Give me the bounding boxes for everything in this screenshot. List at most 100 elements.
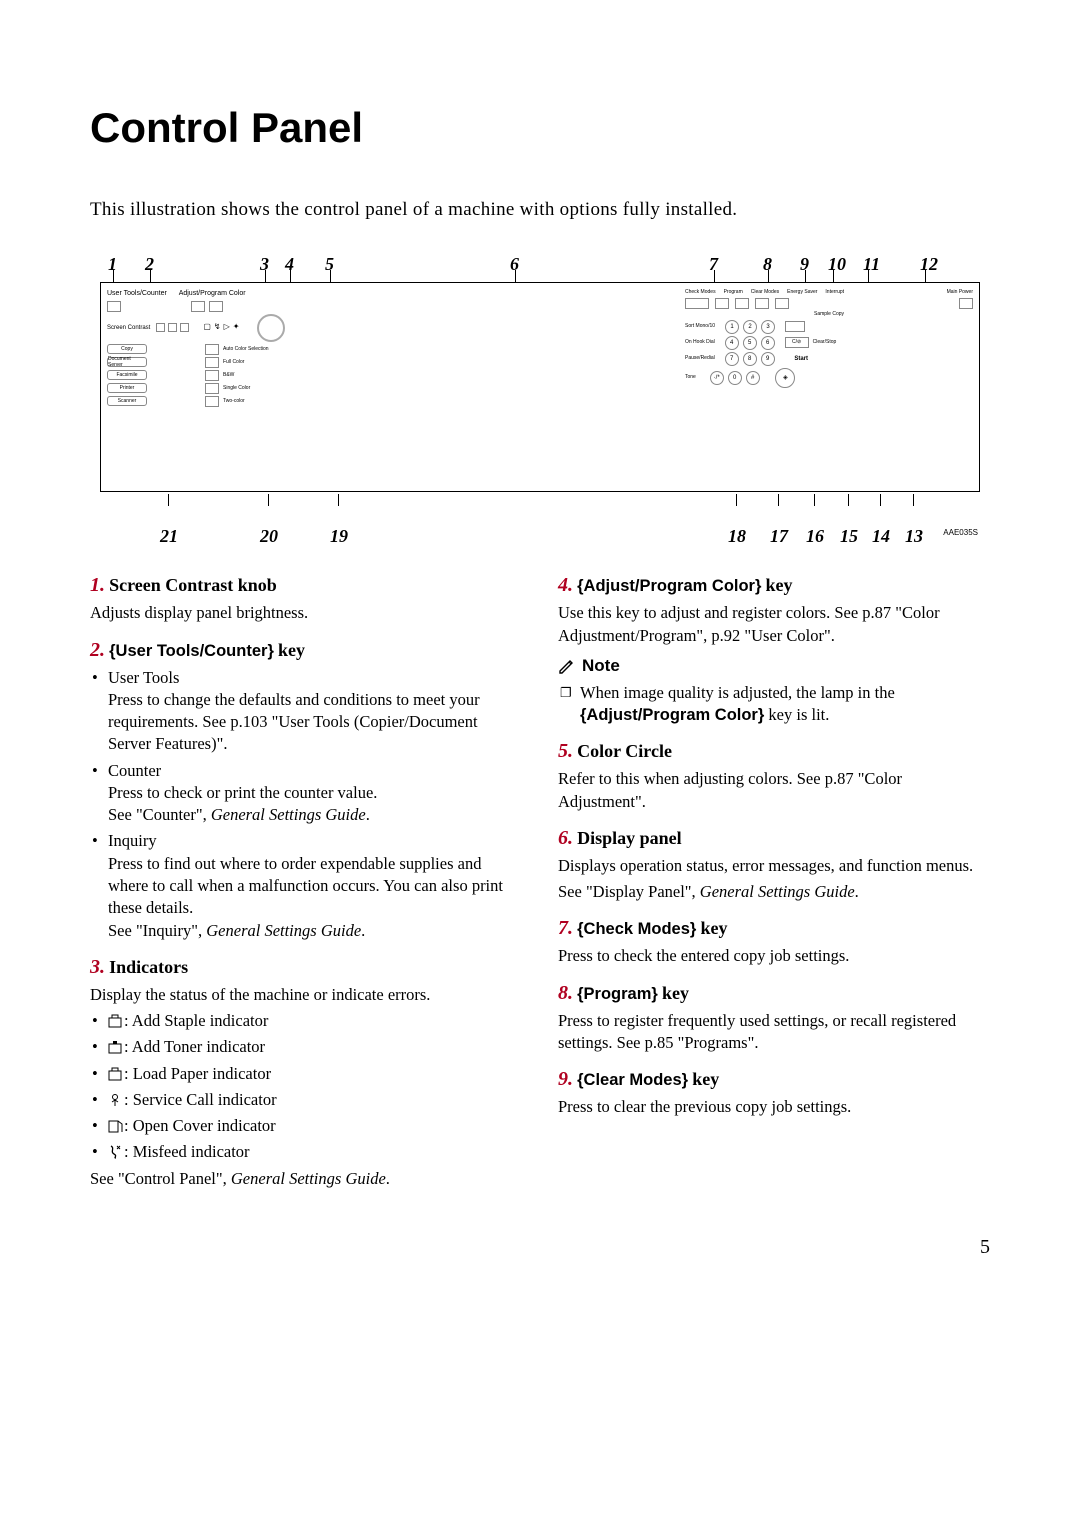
callout-number: 15 bbox=[840, 524, 858, 548]
diag-btn: Printer bbox=[107, 383, 147, 393]
item-number: 2. bbox=[90, 639, 105, 661]
key-hash: # bbox=[746, 371, 760, 385]
page-number: 5 bbox=[90, 1234, 990, 1261]
callout-number: 12 bbox=[920, 252, 938, 276]
left-column: 1. Screen Contrast knob Adjusts display … bbox=[90, 572, 522, 1194]
diag-btn bbox=[755, 298, 769, 309]
item-number: 9. bbox=[558, 1068, 573, 1090]
diag-btn bbox=[107, 301, 121, 312]
key-0: 0 bbox=[728, 371, 742, 385]
diag-label: Single Color bbox=[223, 385, 250, 392]
diag-label: Sort Mono/10 bbox=[685, 323, 715, 330]
item-suffix: key bbox=[692, 1069, 719, 1089]
body-text: Press to clear the previous copy job set… bbox=[558, 1096, 990, 1118]
diag-label: Full Color bbox=[223, 359, 244, 366]
diag-btn bbox=[191, 301, 205, 312]
diag-btn bbox=[735, 298, 749, 309]
add-toner-icon bbox=[108, 1040, 124, 1054]
diag-icon bbox=[168, 323, 177, 332]
add-staple-icon bbox=[108, 1014, 124, 1028]
diag-btn bbox=[775, 298, 789, 309]
callout-number: 21 bbox=[160, 524, 178, 548]
diag-label: Start bbox=[794, 355, 808, 363]
diag-label: On Hook Dial bbox=[685, 339, 715, 346]
item-title: Indicators bbox=[109, 957, 188, 977]
diag-icon: ✦ bbox=[233, 322, 240, 333]
diag-btn bbox=[785, 321, 805, 332]
diag-label: Pause/Redial bbox=[685, 355, 715, 362]
key-9: 9 bbox=[761, 352, 775, 366]
control-panel-diagram: 123456789101112 User Tools/Counter Adjus… bbox=[90, 252, 990, 542]
body-text: See "Display Panel", General Settings Gu… bbox=[558, 881, 990, 903]
list-item: : Service Call indicator bbox=[90, 1089, 522, 1111]
item-number: 6. bbox=[558, 827, 573, 849]
item-number: 8. bbox=[558, 982, 573, 1004]
key-1: 1 bbox=[725, 320, 739, 334]
diag-label: Tone bbox=[685, 374, 696, 381]
list-item: : Add Toner indicator bbox=[90, 1036, 522, 1058]
key-2: 2 bbox=[743, 320, 757, 334]
list-item: When image quality is adjusted, the lamp… bbox=[558, 682, 990, 727]
color-circle-icon bbox=[257, 314, 285, 342]
note-pencil-icon bbox=[558, 657, 576, 675]
misfeed-icon bbox=[108, 1145, 124, 1159]
body-text: Display the status of the machine or ind… bbox=[90, 984, 522, 1006]
callout-number: 11 bbox=[863, 252, 880, 276]
key-label: User Tools/Counter bbox=[116, 642, 268, 660]
item-number: 5. bbox=[558, 740, 573, 762]
item-suffix: key bbox=[662, 983, 689, 1003]
list-item: CounterPress to check or print the count… bbox=[90, 760, 522, 827]
diag-label: Sample Copy bbox=[814, 311, 844, 318]
diag-label: Main Power bbox=[947, 289, 973, 296]
list-item: InquiryPress to find out where to order … bbox=[90, 830, 522, 941]
page-title: Control Panel bbox=[90, 100, 990, 157]
callout-number: 14 bbox=[872, 524, 890, 548]
body-text: Displays operation status, error message… bbox=[558, 855, 990, 877]
item-number: 4. bbox=[558, 574, 573, 596]
clear-stop-btn: C/⊘ bbox=[785, 337, 809, 348]
key-7: 7 bbox=[725, 352, 739, 366]
callout-number: 19 bbox=[330, 524, 348, 548]
callout-number: 20 bbox=[260, 524, 278, 548]
list-item: : Load Paper indicator bbox=[90, 1063, 522, 1085]
body-text: Refer to this when adjusting colors. See… bbox=[558, 768, 990, 813]
callout-number: 10 bbox=[828, 252, 846, 276]
diag-icon: ↯ bbox=[214, 322, 221, 333]
diag-label: B&W bbox=[223, 372, 234, 379]
diag-btn bbox=[715, 298, 729, 309]
intro-text: This illustration shows the control pane… bbox=[90, 197, 990, 223]
body-text: Adjusts display panel brightness. bbox=[90, 602, 522, 624]
item-number: 1. bbox=[90, 574, 105, 596]
diag-label: Adjust/Program Color bbox=[179, 289, 246, 298]
diag-label: Program bbox=[724, 289, 743, 296]
diag-icon bbox=[180, 323, 189, 332]
key-star: ·/* bbox=[710, 371, 724, 385]
diag-label: Clear Modes bbox=[751, 289, 779, 296]
key-label: Program bbox=[584, 985, 652, 1003]
item-title: Screen Contrast knob bbox=[109, 575, 277, 595]
key-label: Adjust/Program Color bbox=[584, 577, 755, 595]
diag-label: Screen Contrast bbox=[107, 324, 150, 332]
diag-label: Auto Color Selection bbox=[223, 346, 269, 353]
callout-number: 17 bbox=[770, 524, 788, 548]
key-label: Clear Modes bbox=[584, 1071, 682, 1089]
diag-label: User Tools/Counter bbox=[107, 289, 167, 298]
panel-outline: User Tools/Counter Adjust/Program Color … bbox=[100, 282, 980, 492]
diag-icon: ▷ bbox=[224, 322, 230, 333]
item-title: Display panel bbox=[577, 828, 682, 848]
diag-btn: Document Server bbox=[107, 357, 147, 367]
diag-btn bbox=[205, 383, 219, 394]
item-number: 7. bbox=[558, 917, 573, 939]
diag-btn: Copy bbox=[107, 344, 147, 354]
item-suffix: key bbox=[700, 918, 727, 938]
callout-number: 13 bbox=[905, 524, 923, 548]
diag-btn bbox=[959, 298, 973, 309]
diag-btn bbox=[205, 357, 219, 368]
callout-number: 16 bbox=[806, 524, 824, 548]
diagram-code: AAE035S bbox=[943, 528, 978, 539]
diag-label: Energy Saver bbox=[787, 289, 817, 296]
diag-label: Clear/Stop bbox=[813, 339, 837, 346]
body-text: Press to register frequently used settin… bbox=[558, 1010, 990, 1055]
key-label: Check Modes bbox=[584, 920, 690, 938]
diag-btn bbox=[209, 301, 223, 312]
